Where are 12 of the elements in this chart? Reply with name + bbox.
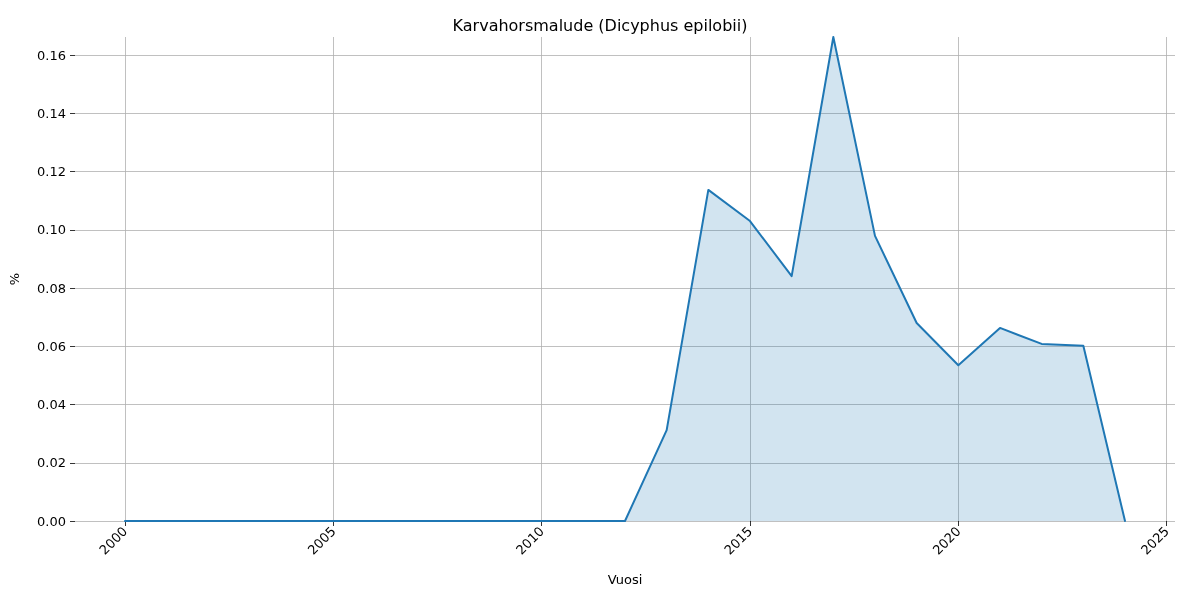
- y-tick-label: 0.00: [37, 513, 66, 529]
- y-axis-title: %: [7, 272, 22, 286]
- y-tick-label: 0.12: [37, 164, 66, 180]
- y-tick-label: 0.16: [37, 47, 66, 63]
- y-tick-label: 0.04: [37, 397, 66, 413]
- chart-title: Karvahorsmalude (Dicyphus epilobii): [452, 15, 748, 35]
- y-tick-label: 0.06: [37, 338, 66, 354]
- y-tick-label: 0.02: [37, 455, 66, 471]
- y-tick-label: 0.10: [37, 222, 66, 238]
- y-tick-label: 0.08: [37, 280, 66, 296]
- x-axis-title: Vuosi: [607, 572, 643, 587]
- y-tick-label: 0.14: [37, 105, 66, 121]
